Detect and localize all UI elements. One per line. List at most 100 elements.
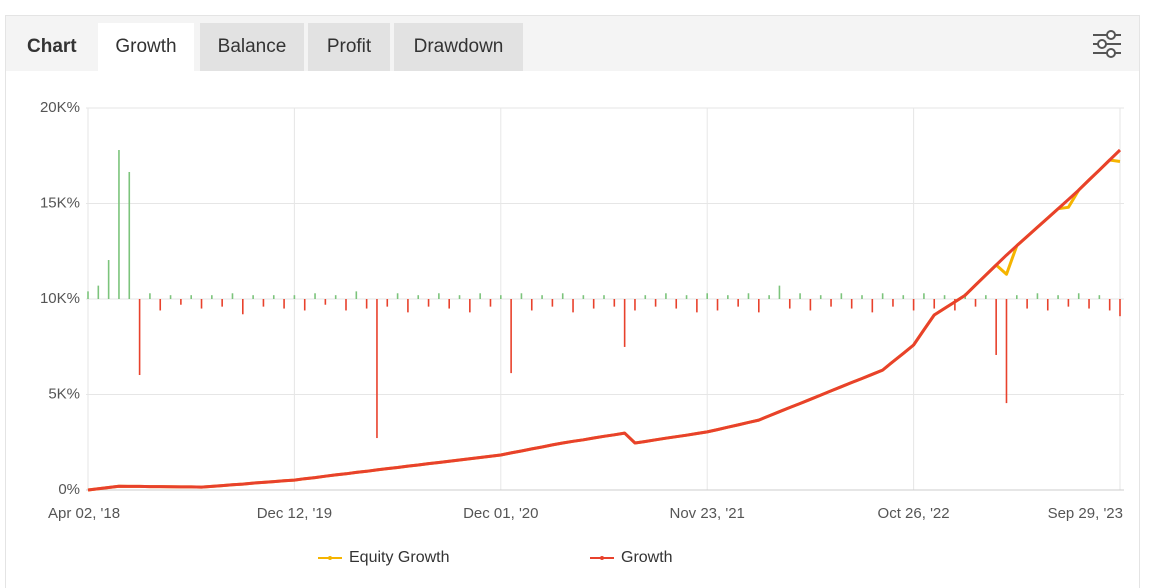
daily-bar bbox=[778, 285, 781, 299]
daily-bar bbox=[809, 299, 812, 311]
daily-bar bbox=[324, 299, 327, 305]
daily-bar bbox=[902, 295, 905, 299]
daily-bar bbox=[954, 299, 956, 311]
daily-bar bbox=[427, 299, 430, 307]
tab-bar: Chart Growth Balance Profit Drawdown bbox=[6, 16, 1139, 71]
daily-bar bbox=[613, 299, 616, 307]
daily-bar bbox=[644, 295, 647, 299]
daily-bar bbox=[355, 291, 358, 299]
daily-bar bbox=[407, 299, 409, 313]
daily-bar bbox=[520, 293, 523, 299]
tab[interactable]: Profit bbox=[308, 23, 390, 71]
daily-bar bbox=[943, 295, 946, 299]
daily-bar bbox=[654, 299, 657, 307]
daily-bar bbox=[283, 299, 285, 309]
daily-bar bbox=[788, 299, 791, 309]
daily-bar bbox=[675, 299, 678, 309]
daily-bar bbox=[221, 299, 223, 307]
daily-bar bbox=[417, 295, 420, 299]
daily-bar bbox=[572, 299, 574, 313]
tab[interactable]: Drawdown bbox=[394, 23, 523, 71]
tab[interactable]: Balance bbox=[200, 23, 304, 71]
daily-bar bbox=[768, 295, 770, 299]
daily-bar bbox=[376, 299, 378, 439]
y-tick-label: 20K% bbox=[40, 99, 80, 116]
x-tick-label: Dec 12, '19 bbox=[257, 505, 332, 522]
daily-bar bbox=[685, 295, 688, 299]
x-tick-label: Apr 02, '18 bbox=[48, 505, 120, 522]
x-tick-label: Sep 29, '23 bbox=[1048, 505, 1123, 522]
legend-swatch-dot bbox=[328, 556, 332, 560]
settings-icon[interactable] bbox=[1091, 29, 1123, 59]
tab-bar-label: Chart bbox=[27, 36, 77, 57]
daily-bar bbox=[242, 299, 244, 315]
daily-bar bbox=[758, 299, 760, 313]
daily-bar bbox=[500, 295, 502, 299]
daily-bar bbox=[448, 299, 450, 309]
daily-bar bbox=[912, 299, 915, 311]
daily-bar bbox=[252, 295, 254, 299]
daily-bar bbox=[200, 299, 203, 309]
daily-bar bbox=[1119, 299, 1121, 317]
daily-bar bbox=[634, 299, 636, 311]
daily-bar bbox=[128, 171, 131, 299]
daily-bar bbox=[190, 295, 192, 299]
daily-bar bbox=[1067, 299, 1070, 307]
daily-bar bbox=[1005, 299, 1008, 404]
y-tick-label: 5K% bbox=[48, 385, 80, 402]
y-tick-label: 10K% bbox=[40, 290, 80, 307]
daily-bar bbox=[819, 295, 822, 299]
daily-bar bbox=[438, 293, 440, 299]
daily-bar bbox=[592, 299, 595, 309]
tab[interactable]: Growth bbox=[98, 23, 194, 71]
daily-bar bbox=[458, 295, 461, 299]
daily-bar bbox=[985, 295, 987, 299]
daily-bar bbox=[510, 299, 512, 374]
y-tick-label: 0% bbox=[58, 481, 80, 498]
daily-bar bbox=[396, 293, 399, 299]
daily-bar bbox=[830, 299, 832, 307]
daily-bar bbox=[262, 299, 265, 307]
daily-bar bbox=[303, 299, 306, 311]
daily-bar bbox=[665, 293, 667, 299]
daily-bar bbox=[850, 299, 853, 309]
daily-bar bbox=[1077, 293, 1080, 299]
daily-bar bbox=[180, 299, 182, 305]
daily-bar bbox=[314, 293, 316, 299]
daily-bar bbox=[107, 260, 110, 299]
daily-bar bbox=[149, 293, 151, 299]
daily-bar bbox=[293, 295, 296, 299]
daily-bar bbox=[1108, 299, 1111, 311]
daily-bar bbox=[881, 293, 884, 299]
daily-bar bbox=[87, 291, 89, 299]
daily-bar bbox=[706, 293, 708, 299]
daily-bar bbox=[933, 299, 936, 309]
daily-bar bbox=[530, 299, 533, 311]
daily-bar bbox=[334, 295, 337, 299]
daily-bar bbox=[582, 295, 585, 299]
daily-bar bbox=[231, 293, 234, 299]
legend-label: Growth bbox=[621, 549, 673, 566]
daily-bar bbox=[138, 299, 141, 376]
x-tick-label: Oct 26, '22 bbox=[878, 505, 950, 522]
x-tick-label: Dec 01, '20 bbox=[463, 505, 538, 522]
daily-bar bbox=[169, 295, 172, 299]
daily-bar bbox=[489, 299, 492, 307]
daily-bar bbox=[1016, 295, 1018, 299]
daily-bar bbox=[345, 299, 347, 311]
daily-bar bbox=[861, 295, 863, 299]
daily-bar bbox=[995, 299, 997, 355]
daily-bar bbox=[799, 293, 801, 299]
daily-bar bbox=[716, 299, 719, 311]
daily-bar bbox=[159, 299, 162, 311]
daily-bar bbox=[974, 299, 977, 307]
daily-bar bbox=[840, 293, 843, 299]
daily-bar bbox=[561, 293, 564, 299]
daily-bar bbox=[923, 293, 925, 299]
daily-bar bbox=[551, 299, 554, 307]
daily-bar bbox=[1098, 295, 1101, 299]
daily-bar bbox=[623, 299, 626, 347]
daily-bar bbox=[1057, 295, 1059, 299]
